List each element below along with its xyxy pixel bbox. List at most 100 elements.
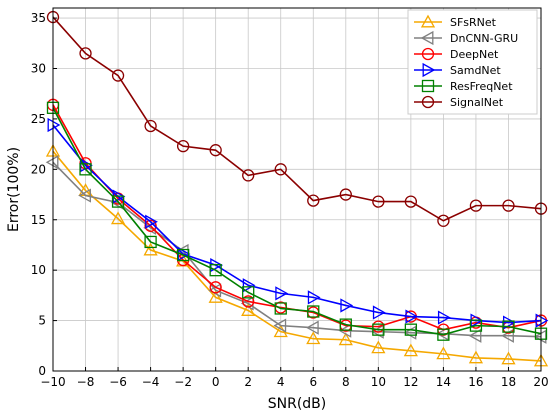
x-tick-label: 18	[501, 375, 516, 389]
series-signalnet	[46, 10, 548, 227]
legend-item: SignalNet	[414, 95, 504, 109]
series-line	[52, 107, 542, 336]
data-point	[274, 302, 287, 315]
data-point	[144, 235, 157, 249]
x-tick-label: −8	[77, 375, 95, 389]
legend-label: ResFreqNet	[450, 80, 513, 93]
data-point	[503, 315, 516, 330]
data-point	[143, 242, 158, 256]
data-point	[371, 340, 386, 354]
data-point	[47, 117, 61, 133]
series-line	[52, 124, 542, 324]
y-axis-label: Error(100%)	[6, 147, 22, 232]
x-tick-label: 0	[212, 375, 220, 389]
x-tick-label: −6	[109, 375, 127, 389]
data-point	[501, 351, 516, 365]
y-tick-label: 35	[31, 11, 46, 25]
data-point	[111, 195, 125, 208]
data-point	[209, 264, 222, 277]
legend-marker	[421, 95, 435, 109]
x-tick-label: 10	[371, 375, 386, 389]
data-point	[339, 318, 352, 331]
data-point	[372, 305, 386, 320]
data-point	[208, 290, 223, 303]
legend-item: SFsRNet	[414, 14, 497, 29]
x-tick-label: 6	[309, 375, 317, 389]
data-point	[176, 139, 190, 153]
legend-label: SamdNet	[450, 64, 501, 77]
series-line	[52, 161, 542, 338]
data-point	[176, 248, 190, 262]
x-tick-label: −10	[40, 375, 65, 389]
x-tick-label: 2	[244, 375, 252, 389]
legend-label: SFsRNet	[450, 16, 497, 29]
data-point	[338, 332, 353, 346]
data-point	[436, 346, 451, 360]
x-tick-label: 8	[342, 375, 350, 389]
y-tick-label: 30	[31, 62, 46, 76]
data-point	[273, 318, 287, 333]
y-tick-label: 25	[31, 112, 46, 126]
data-point	[306, 331, 321, 345]
data-point	[468, 350, 484, 364]
legend-item: SamdNet	[414, 62, 501, 78]
data-point	[437, 214, 450, 227]
series-line	[52, 150, 542, 362]
data-point	[209, 144, 222, 157]
data-point	[275, 286, 289, 301]
data-point	[404, 195, 418, 208]
legend-item: ResFreqNet	[414, 79, 513, 93]
data-point	[405, 309, 419, 324]
data-point	[372, 323, 385, 336]
legend-label: DnCNN-GRU	[450, 32, 518, 45]
data-point	[307, 305, 320, 318]
y-tick-label: 5	[38, 314, 46, 328]
data-point	[80, 158, 93, 173]
x-tick-label: 4	[277, 375, 285, 389]
data-point	[242, 286, 255, 299]
x-axis-label: SNR(dB)	[268, 396, 327, 412]
plot-frame	[52, 7, 542, 372]
series-line	[52, 16, 542, 222]
legend-marker	[421, 47, 435, 61]
data-point	[535, 313, 549, 328]
data-point	[110, 211, 126, 225]
data-point	[79, 47, 92, 60]
legend-marker	[420, 30, 434, 46]
data-point	[469, 319, 483, 332]
x-tick-label: 20	[533, 375, 548, 389]
data-point	[177, 246, 191, 262]
data-point	[241, 303, 256, 316]
data-point	[437, 328, 450, 341]
data-point	[469, 199, 483, 212]
data-point	[144, 219, 157, 232]
legend-label: SignalNet	[450, 96, 504, 109]
data-point	[305, 320, 319, 335]
legend-marker	[420, 14, 436, 28]
legend-item: DeepNet	[414, 47, 499, 61]
data-point	[403, 343, 418, 357]
data-point	[79, 163, 92, 176]
legend-label: DeepNet	[450, 48, 499, 61]
data-point	[307, 194, 320, 207]
data-point	[340, 298, 354, 313]
data-point	[274, 163, 287, 176]
legend: SFsRNet DnCNN-GRU DeepNet SamdNet ResFreqNet…	[407, 9, 538, 115]
y-tick-label: 0	[38, 364, 46, 378]
x-tick-label: 12	[403, 375, 418, 389]
data-point	[45, 155, 59, 170]
x-tick-label: 14	[436, 375, 451, 389]
data-point	[307, 290, 321, 305]
data-point	[242, 295, 255, 308]
x-tick-label: −4	[142, 375, 160, 389]
data-point	[111, 69, 125, 82]
data-point	[502, 320, 515, 333]
x-tick-label: 16	[468, 375, 483, 389]
data-point	[144, 119, 157, 133]
legend-item: DnCNN-GRU	[414, 30, 518, 46]
legend-marker	[422, 62, 436, 78]
data-point	[372, 195, 385, 208]
series-deepnet	[46, 98, 548, 336]
x-tick-label: −2	[174, 375, 192, 389]
